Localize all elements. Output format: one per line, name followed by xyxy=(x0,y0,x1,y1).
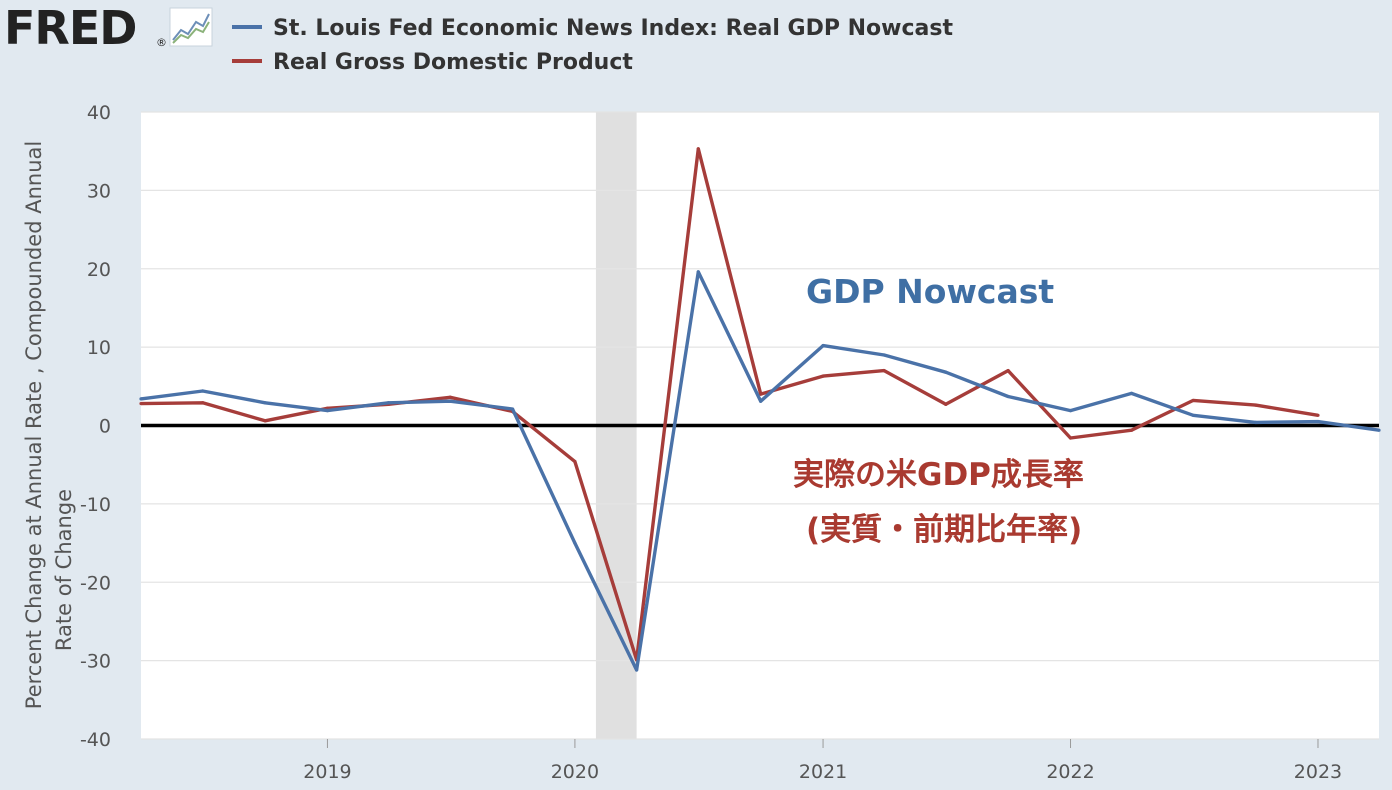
x-tick-label: 2021 xyxy=(799,761,847,783)
data-point-gdp xyxy=(1191,398,1195,403)
data-point-gdp xyxy=(944,402,948,406)
y-tick-label: -40 xyxy=(80,729,111,751)
data-point-gdp xyxy=(1006,369,1010,373)
data-point-gdp xyxy=(201,401,205,405)
data-point-gdp xyxy=(696,147,700,151)
legend-item-gdp[interactable]: Real Gross Domestic Product xyxy=(232,50,633,75)
y-tick-label: 40 xyxy=(87,102,111,124)
data-point-gdp xyxy=(573,459,577,464)
legend: St. Louis Fed Economic News Index: Real … xyxy=(232,16,953,75)
data-point-gdp xyxy=(139,401,143,406)
data-point-nowcast xyxy=(1006,394,1010,399)
legend-item-nowcast[interactable]: St. Louis Fed Economic News Index: Real … xyxy=(232,16,953,41)
data-point-nowcast xyxy=(821,343,825,348)
data-point-gdp xyxy=(448,395,452,399)
x-tick-label: 2023 xyxy=(1294,761,1342,783)
data-point-gdp xyxy=(1068,436,1073,440)
x-tick-label: 2022 xyxy=(1046,761,1094,783)
data-point-gdp xyxy=(1129,428,1134,432)
data-point-nowcast xyxy=(139,397,143,401)
y-tick-label: -10 xyxy=(80,494,111,516)
data-point-nowcast xyxy=(1316,419,1320,424)
y-axis-ticks: -40 -30 -20 -10 0 10 20 30 40 xyxy=(80,102,111,751)
data-point-nowcast xyxy=(759,399,763,403)
y-tick-label: -30 xyxy=(80,651,111,673)
y-tick-label: 20 xyxy=(87,259,111,281)
annotation-actual-gdp: 実際の米GDP成長率 xyxy=(793,457,1084,493)
data-point-gdp xyxy=(1254,403,1258,407)
data-point-nowcast xyxy=(882,353,886,357)
data-point-gdp xyxy=(882,369,886,373)
data-point-nowcast xyxy=(201,389,205,393)
data-point-nowcast xyxy=(944,370,948,374)
legend-label-gdp: Real Gross Domestic Product xyxy=(273,50,633,75)
y-axis-label-line2: Rate of Change xyxy=(52,489,76,651)
data-point-gdp xyxy=(263,419,267,423)
x-tick-label: 2019 xyxy=(303,761,351,783)
data-point-gdp xyxy=(1316,413,1320,417)
x-tick-label: 2020 xyxy=(551,761,599,783)
y-tick-label: 10 xyxy=(87,337,111,359)
data-point-nowcast xyxy=(448,399,452,403)
annotation-real-qoq: (実質・前期比年率) xyxy=(806,512,1082,548)
data-point-gdp xyxy=(759,392,763,396)
fred-logo[interactable]: FRED ® xyxy=(4,1,213,55)
y-axis-label-line1: Percent Change at Annual Rate , Compound… xyxy=(22,141,46,709)
data-point-nowcast xyxy=(263,401,267,405)
data-point-nowcast xyxy=(1129,391,1134,395)
logo-registered-mark: ® xyxy=(156,36,167,49)
legend-label-nowcast: St. Louis Fed Economic News Index: Real … xyxy=(273,16,953,41)
data-point-nowcast xyxy=(1191,413,1195,417)
series-lines xyxy=(139,147,1381,672)
gridlines xyxy=(141,111,1379,740)
data-point-nowcast xyxy=(1377,428,1381,432)
data-point-nowcast xyxy=(325,409,330,413)
data-point-gdp xyxy=(821,374,825,378)
x-axis-ticks: 2019 2020 2021 2022 2023 xyxy=(303,739,1342,783)
data-point-nowcast xyxy=(510,407,515,411)
trend-chart-icon xyxy=(169,7,213,47)
y-tick-label: 30 xyxy=(87,180,111,202)
data-point-nowcast xyxy=(1068,409,1073,413)
y-tick-label: 0 xyxy=(99,416,111,438)
data-point-nowcast xyxy=(635,668,639,672)
annotation-gdp-nowcast: GDP Nowcast xyxy=(806,272,1054,311)
data-point-nowcast xyxy=(386,401,391,405)
data-point-nowcast xyxy=(1254,420,1258,424)
y-tick-label: -20 xyxy=(80,572,111,594)
y-axis-label: Percent Change at Annual Rate , Compound… xyxy=(22,141,76,709)
data-point-nowcast xyxy=(573,541,577,545)
data-point-nowcast xyxy=(696,270,700,274)
logo-text: FRED xyxy=(4,1,136,55)
